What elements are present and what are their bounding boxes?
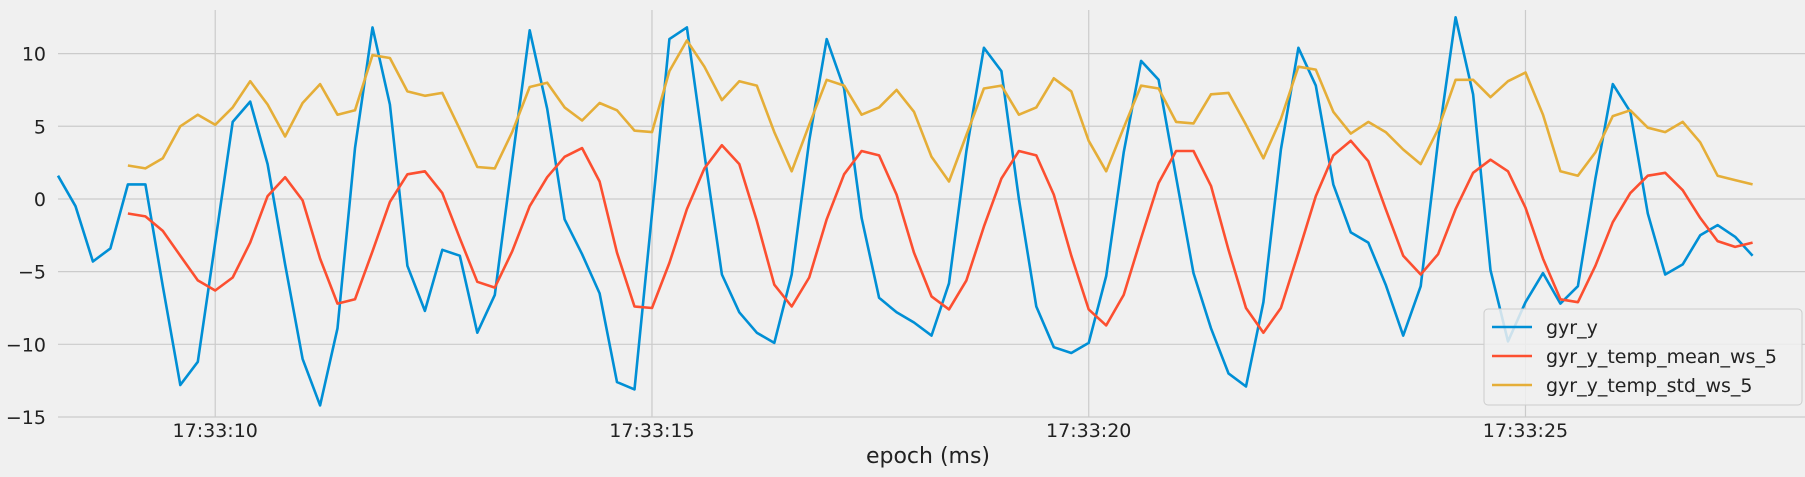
x-axis-label: epoch (ms) [866,444,990,469]
x-tick-label: 17:33:10 [173,420,258,442]
series-line-gyr_y_temp_mean_ws_5 [127,139,1753,334]
x-tick-label: 17:33:15 [609,420,694,442]
legend-box [1483,308,1803,406]
legend-label: gyr_y [1546,317,1598,339]
y-tick-label: 10 [22,44,46,66]
y-axis-ticks: 10 5 0 −5 −10 −15 [6,44,46,429]
x-axis-ticks: 17:33:10 17:33:15 17:33:20 17:33:25 [173,420,1569,442]
legend: gyr_y gyr_y_temp_mean_ws_5 gyr_y_temp_std_… [1483,308,1803,406]
y-tick-label: −5 [18,262,46,284]
legend-label: gyr_y_temp_mean_ws_5 [1546,346,1777,368]
y-tick-label: −15 [6,407,46,429]
y-tick-label: −10 [6,334,46,356]
legend-label: gyr_y_temp_std_ws_5 [1546,375,1753,397]
x-tick-label: 17:33:25 [1483,420,1568,442]
y-tick-label: 0 [34,189,46,211]
x-tick-label: 17:33:20 [1046,420,1131,442]
series-lines [56,16,1754,407]
series-line-gyr_y [56,16,1754,407]
y-tick-label: 5 [34,116,46,138]
series-line-gyr_y_temp_std_ws_5 [127,39,1753,186]
